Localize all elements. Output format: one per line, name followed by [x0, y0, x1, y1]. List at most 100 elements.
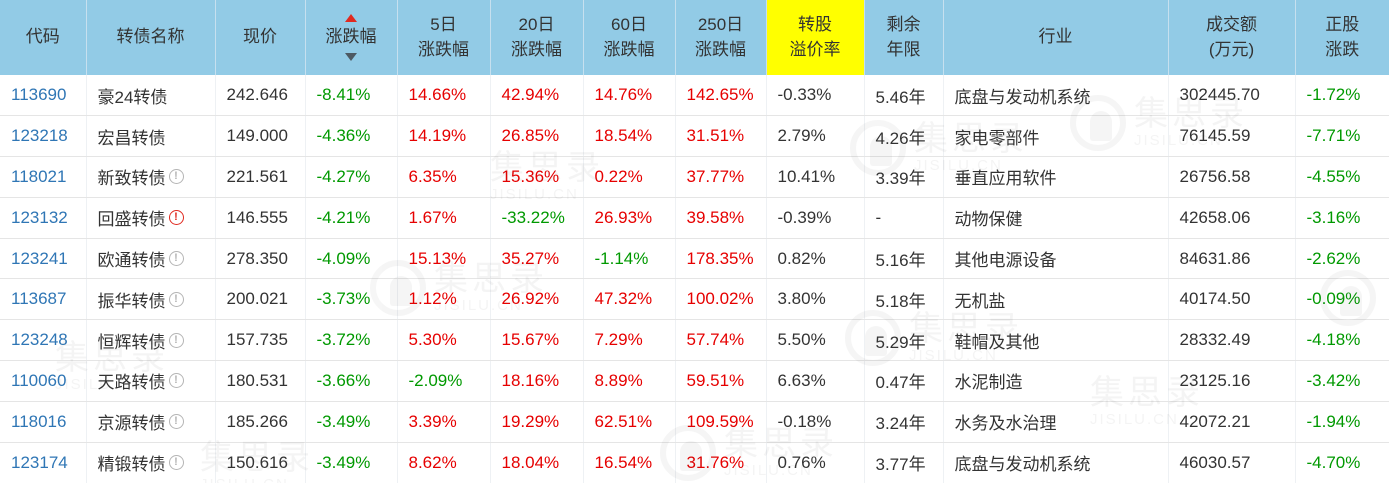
cell-turnover: 42072.21	[1168, 401, 1296, 443]
table-row: 123174 精锻转债! 150.616 -3.49% 8.62% 18.04% 16.54…	[0, 442, 1389, 483]
cell-change: -4.27%	[305, 156, 398, 198]
cell-5d-change: 1.67%	[397, 197, 491, 239]
alert-exclamation-icon[interactable]: !	[168, 291, 184, 307]
header-5d-change[interactable]: 5日 涨跌幅	[397, 0, 491, 75]
header-stock-change[interactable]: 正股 涨跌	[1295, 0, 1389, 75]
bond-name-link[interactable]: 精锻转债	[97, 455, 166, 475]
cell-bond-name[interactable]: 恒辉转债!	[86, 319, 216, 362]
cell-5d-change: 14.66%	[397, 75, 491, 117]
cell-stock-change: -1.72%	[1295, 75, 1389, 117]
cell-change: -8.41%	[305, 75, 398, 117]
cell-bond-name[interactable]: 豪24转债	[86, 75, 216, 117]
bond-name-link[interactable]: 欧通转债	[97, 251, 166, 271]
cell-change: -4.09%	[305, 238, 398, 280]
cell-bond-code[interactable]: 110060	[0, 360, 87, 402]
cell-remaining-years: 0.47年	[864, 360, 944, 402]
cell-remaining-years: 5.46年	[864, 75, 944, 117]
header-code[interactable]: 代码	[0, 0, 87, 75]
cell-stock-change: -4.18%	[1295, 319, 1389, 362]
header-turnover[interactable]: 成交额 (万元)	[1168, 0, 1296, 75]
header-change-sort[interactable]: 涨跌幅	[305, 0, 398, 75]
cell-bond-code[interactable]: 123174	[0, 442, 87, 483]
alert-exclamation-icon[interactable]: !	[168, 332, 184, 348]
bond-name-link[interactable]: 京源转债	[97, 414, 166, 434]
cell-change: -3.73%	[305, 278, 398, 321]
cell-60d-change: 14.76%	[583, 75, 676, 117]
cell-bond-name[interactable]: 京源转债!	[86, 401, 216, 443]
cell-change: -3.72%	[305, 319, 398, 362]
cell-price: 146.555	[215, 197, 306, 239]
header-bond-name[interactable]: 转债名称	[86, 0, 216, 75]
cell-bond-code[interactable]: 123241	[0, 238, 87, 280]
cell-price: 157.735	[215, 319, 306, 362]
cell-bond-name[interactable]: 天路转债!	[86, 360, 216, 402]
cell-bond-name[interactable]: 振华转债!	[86, 278, 216, 321]
alert-exclamation-icon[interactable]: !	[168, 210, 184, 226]
cell-bond-code[interactable]: 118016	[0, 401, 87, 443]
cell-bond-name[interactable]: 回盛转债!	[86, 197, 216, 239]
cell-change: -3.66%	[305, 360, 398, 402]
bond-name-link[interactable]: 新致转债	[97, 169, 166, 189]
bond-name-link[interactable]: 天路转债	[97, 373, 166, 393]
header-conversion-premium[interactable]: 转股 溢价率	[766, 0, 865, 75]
bond-name-link[interactable]: 豪24转债	[97, 87, 168, 107]
bond-name-link[interactable]: 宏昌转债	[97, 128, 166, 148]
cell-60d-change: 47.32%	[583, 278, 676, 321]
bond-name-link[interactable]: 振华转债	[97, 291, 166, 311]
alert-exclamation-icon[interactable]: !	[168, 455, 184, 471]
cell-stock-change: -0.09%	[1295, 278, 1389, 321]
cell-20d-change: 18.16%	[490, 360, 584, 402]
cell-bond-name[interactable]: 新致转债!	[86, 156, 216, 198]
cell-stock-change: -7.71%	[1295, 115, 1389, 158]
cell-5d-change: 6.35%	[397, 156, 491, 198]
sort-asc-icon[interactable]	[345, 14, 357, 23]
cell-bond-code[interactable]: 123248	[0, 319, 87, 362]
bond-table-body: 113690 豪24转债 242.646 -8.41% 14.66% 42.94% 14.7…	[0, 75, 1389, 483]
table-row: 118016 京源转债! 185.266 -3.49% 3.39% 19.29% 62.51…	[0, 401, 1389, 443]
cell-industry: 动物保健	[943, 197, 1169, 239]
cell-bond-code[interactable]: 113690	[0, 75, 87, 117]
cell-250d-change: 109.59%	[675, 401, 767, 443]
cell-250d-change: 31.51%	[675, 115, 767, 158]
cell-60d-change: 26.93%	[583, 197, 676, 239]
bond-name-link[interactable]: 恒辉转债	[97, 332, 166, 352]
alert-exclamation-icon[interactable]: !	[168, 251, 184, 267]
header-industry[interactable]: 行业	[943, 0, 1169, 75]
header-20d-change[interactable]: 20日 涨跌幅	[490, 0, 584, 75]
sort-desc-icon[interactable]	[345, 52, 357, 61]
header-250d-change[interactable]: 250日 涨跌幅	[675, 0, 767, 75]
cell-stock-change: -1.94%	[1295, 401, 1389, 443]
cell-5d-change: 8.62%	[397, 442, 491, 483]
alert-exclamation-icon[interactable]: !	[168, 169, 184, 185]
cell-20d-change: 26.85%	[490, 115, 584, 158]
header-price[interactable]: 现价	[215, 0, 306, 75]
cell-turnover: 40174.50	[1168, 278, 1296, 321]
header-remaining-years[interactable]: 剩余 年限	[864, 0, 944, 75]
cell-remaining-years: 3.39年	[864, 156, 944, 198]
table-header: 代码 转债名称 现价 涨跌幅 5日 涨跌幅 20日 涨跌幅	[0, 0, 1389, 75]
cell-conversion-premium: -0.33%	[766, 75, 865, 117]
cell-turnover: 23125.16	[1168, 360, 1296, 402]
cell-250d-change: 59.51%	[675, 360, 767, 402]
cell-5d-change: 5.30%	[397, 319, 491, 362]
cell-remaining-years: 4.26年	[864, 115, 944, 158]
cell-bond-code[interactable]: 123218	[0, 115, 87, 158]
cell-bond-name[interactable]: 宏昌转债	[86, 115, 216, 158]
cell-remaining-years: -	[864, 197, 944, 239]
cell-bond-code[interactable]: 123132	[0, 197, 87, 239]
cell-20d-change: 26.92%	[490, 278, 584, 321]
cell-250d-change: 178.35%	[675, 238, 767, 280]
cell-bond-name[interactable]: 欧通转债!	[86, 238, 216, 280]
alert-exclamation-icon[interactable]: !	[168, 414, 184, 430]
bond-name-link[interactable]: 回盛转债	[97, 210, 166, 230]
cell-remaining-years: 5.18年	[864, 278, 944, 321]
cell-20d-change: 18.04%	[490, 442, 584, 483]
cell-bond-code[interactable]: 113687	[0, 278, 87, 321]
cell-bond-code[interactable]: 118021	[0, 156, 87, 198]
cell-bond-name[interactable]: 精锻转债!	[86, 442, 216, 483]
alert-exclamation-icon[interactable]: !	[168, 373, 184, 389]
cell-turnover: 28332.49	[1168, 319, 1296, 362]
cell-conversion-premium: 5.50%	[766, 319, 865, 362]
cell-turnover: 84631.86	[1168, 238, 1296, 280]
header-60d-change[interactable]: 60日 涨跌幅	[583, 0, 676, 75]
